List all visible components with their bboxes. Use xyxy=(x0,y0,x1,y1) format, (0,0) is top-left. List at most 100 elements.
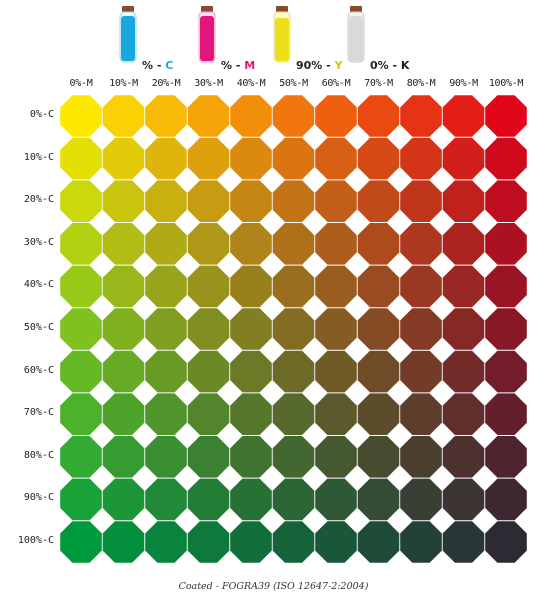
color-swatch xyxy=(400,393,442,435)
color-swatch xyxy=(485,137,527,180)
ink-magenta: % - M xyxy=(197,6,297,72)
color-swatch xyxy=(145,393,187,435)
color-swatch xyxy=(485,350,527,393)
color-swatch xyxy=(272,393,315,435)
color-swatch xyxy=(102,180,145,222)
color-swatch xyxy=(400,350,442,393)
color-swatch xyxy=(230,436,272,478)
column-label: 100%-M xyxy=(488,78,524,89)
color-swatch xyxy=(400,137,442,180)
color-swatch xyxy=(102,393,145,435)
row-label: 90%-C xyxy=(23,492,54,504)
color-swatch xyxy=(357,265,400,308)
yellow-bottle-icon xyxy=(273,6,291,63)
color-swatch xyxy=(357,308,400,350)
color-swatch xyxy=(60,521,102,563)
color-swatch xyxy=(187,223,230,265)
color-swatch xyxy=(230,521,272,563)
color-swatch xyxy=(400,478,442,521)
color-swatch xyxy=(102,265,145,308)
black-bottle-icon xyxy=(347,6,365,63)
column-label: 30%-M xyxy=(194,78,223,89)
color-swatch xyxy=(102,350,145,393)
row-label: 40%-C xyxy=(23,279,54,291)
color-swatch xyxy=(272,223,315,265)
color-swatch xyxy=(315,521,357,563)
color-swatch xyxy=(442,478,485,521)
color-swatch xyxy=(442,265,485,308)
color-swatch xyxy=(230,223,272,265)
ink-black: 0% - K xyxy=(346,6,446,72)
color-swatch xyxy=(187,265,230,308)
color-swatch xyxy=(145,265,187,308)
color-swatch xyxy=(315,350,357,393)
color-swatch xyxy=(60,436,102,478)
color-swatch xyxy=(442,350,485,393)
row-label: 0%-C xyxy=(29,109,54,120)
color-swatch xyxy=(60,308,102,350)
color-swatch xyxy=(485,180,527,222)
color-swatch xyxy=(60,223,102,265)
color-swatch xyxy=(230,308,272,350)
color-swatch xyxy=(145,95,187,137)
color-swatch xyxy=(102,137,145,180)
column-label: 90%-M xyxy=(449,78,478,89)
color-swatch xyxy=(272,436,315,478)
color-swatch xyxy=(187,393,230,435)
color-swatch xyxy=(315,308,357,350)
color-swatch xyxy=(315,95,357,137)
cyan-bottle-icon xyxy=(119,6,137,63)
color-swatch xyxy=(60,95,102,137)
color-swatch xyxy=(230,393,272,435)
color-swatch xyxy=(145,478,187,521)
column-label: 0%-M xyxy=(69,78,93,89)
color-swatch xyxy=(60,265,102,308)
column-label: 50%-M xyxy=(279,78,308,89)
color-swatch xyxy=(400,223,442,265)
color-swatch xyxy=(315,436,357,478)
color-swatch xyxy=(357,223,400,265)
row-label: 70%-C xyxy=(23,407,54,419)
row-label: 30%-C xyxy=(23,236,54,248)
color-swatch xyxy=(442,180,485,222)
color-swatch xyxy=(315,180,357,222)
color-swatch xyxy=(187,350,230,393)
color-swatch xyxy=(145,521,187,563)
color-swatch xyxy=(230,137,272,180)
color-swatch xyxy=(187,521,230,563)
row-label: 20%-C xyxy=(23,194,54,206)
color-swatch xyxy=(272,265,315,308)
color-swatch xyxy=(400,265,442,308)
color-swatch xyxy=(145,137,187,180)
color-swatch xyxy=(272,308,315,350)
color-swatch xyxy=(485,308,527,350)
color-swatch xyxy=(230,350,272,393)
color-swatch xyxy=(315,137,357,180)
row-label: 80%-C xyxy=(23,449,54,461)
column-label: 10%-M xyxy=(109,78,138,89)
color-swatch xyxy=(187,137,230,180)
column-label: 80%-M xyxy=(406,78,436,89)
color-swatch xyxy=(272,95,315,137)
color-swatch xyxy=(60,393,102,435)
color-swatch xyxy=(485,265,527,308)
color-swatch xyxy=(187,95,230,137)
color-swatch xyxy=(272,478,315,521)
color-swatch xyxy=(357,180,400,222)
color-swatch xyxy=(485,95,527,137)
color-swatch xyxy=(145,436,187,478)
color-swatch xyxy=(60,478,102,521)
color-swatch-grid xyxy=(60,95,527,563)
color-swatch xyxy=(230,95,272,137)
color-swatch xyxy=(315,265,357,308)
color-swatch xyxy=(230,180,272,222)
color-swatch xyxy=(485,521,527,563)
color-swatch xyxy=(357,95,400,137)
color-swatch xyxy=(357,137,400,180)
row-label: 60%-C xyxy=(23,364,54,376)
color-swatch xyxy=(442,393,485,435)
column-label: 40%-M xyxy=(236,78,266,89)
color-swatch xyxy=(60,180,102,222)
color-swatch xyxy=(315,478,357,521)
color-swatch xyxy=(187,180,230,222)
